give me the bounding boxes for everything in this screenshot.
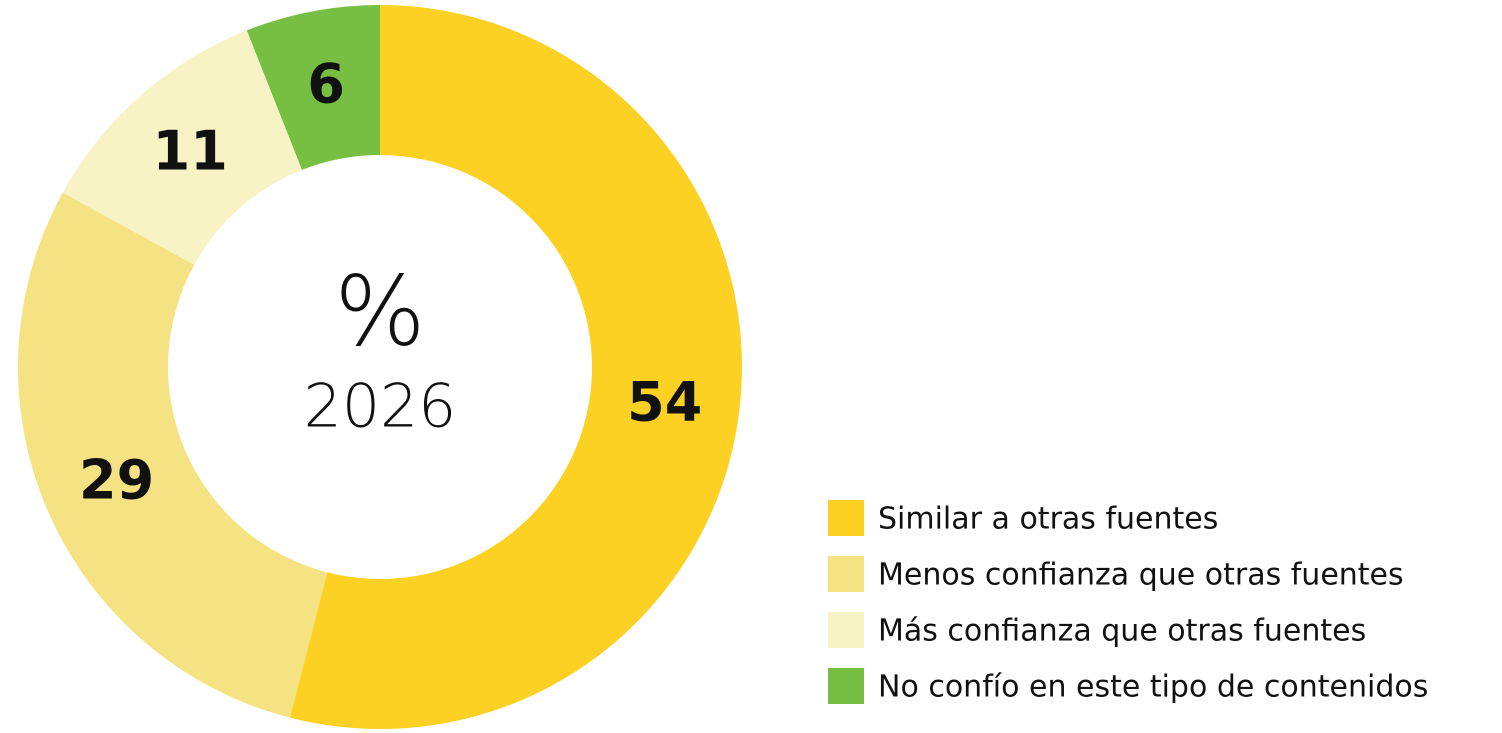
center-label: % (334, 255, 425, 367)
slice (18, 192, 328, 718)
legend-label: No confío en este tipo de contenidos (878, 670, 1428, 705)
legend-swatch (828, 556, 864, 592)
legend-label: Más confianza que otras fuentes (878, 614, 1366, 649)
slice (62, 30, 302, 265)
legend-swatch (828, 612, 864, 648)
legend-label: Menos confianza que otras fuentes (878, 558, 1404, 593)
legend-swatch (828, 668, 864, 704)
data-label: 54 (627, 371, 702, 434)
legend-label: Similar a otras fuentes (878, 502, 1218, 537)
data-label: 6 (307, 53, 345, 116)
data-label: 11 (153, 119, 228, 182)
legend-swatch (828, 500, 864, 536)
data-label: 29 (79, 449, 154, 512)
center-sublabel: 2026 (304, 372, 457, 442)
slice (289, 5, 743, 729)
slice (246, 5, 380, 170)
